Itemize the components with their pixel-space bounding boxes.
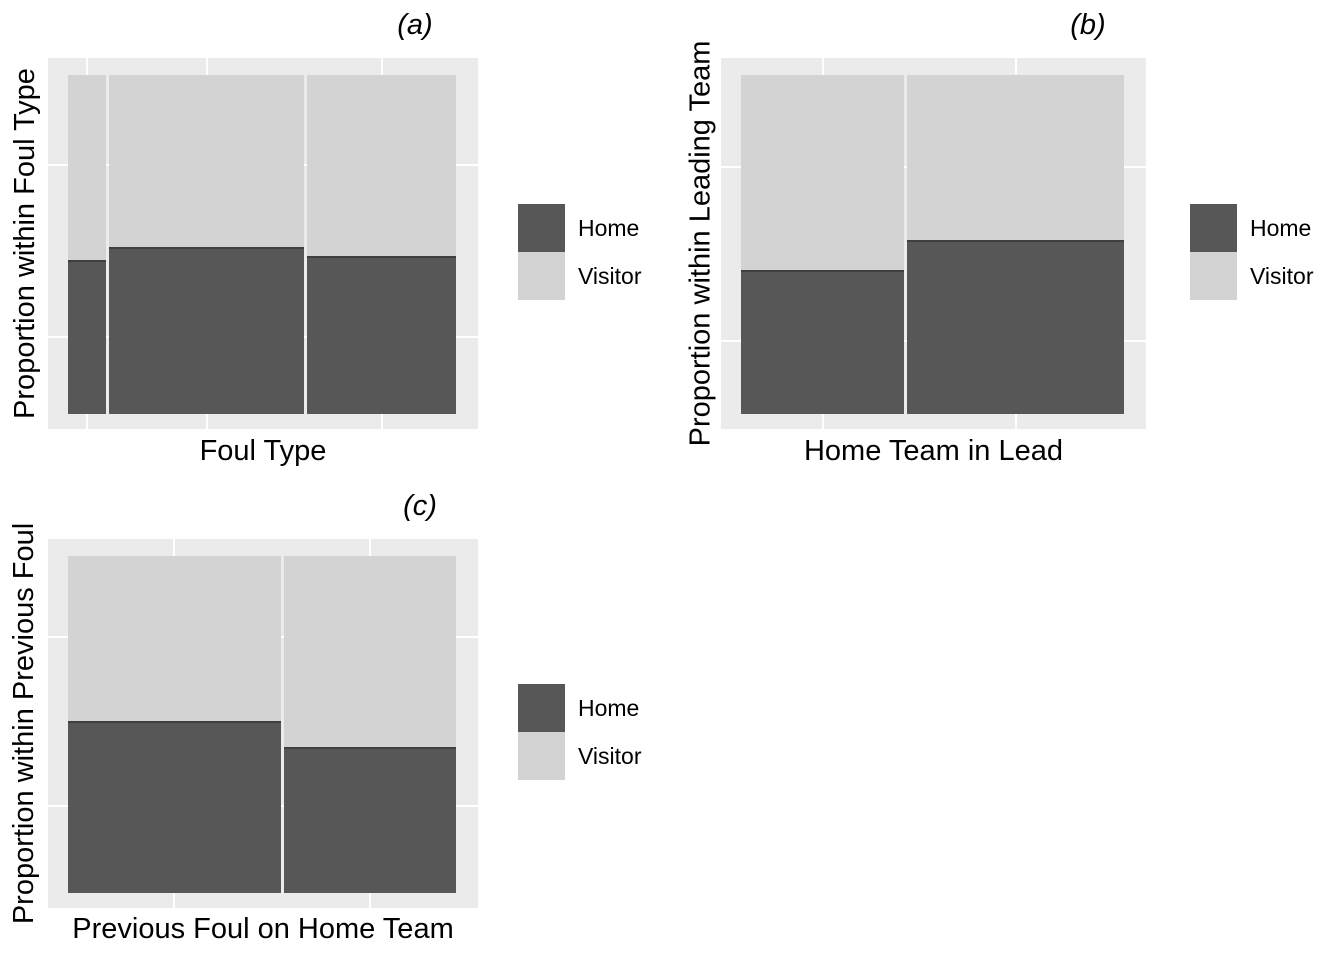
figure-a-legend: Home Visitor xyxy=(518,204,642,300)
mosaic-segment-home xyxy=(907,240,1124,414)
legend-row-visitor: Visitor xyxy=(518,732,642,780)
mosaic-column xyxy=(307,75,456,414)
legend-row-visitor: Visitor xyxy=(1190,252,1314,300)
mosaic-segment-home xyxy=(741,269,905,414)
figure-b-plot-area xyxy=(721,58,1146,429)
figure-c-title: (c) xyxy=(403,490,437,522)
mosaic-column xyxy=(907,75,1124,414)
legend-swatch-home xyxy=(518,684,565,732)
mosaic-column xyxy=(68,75,107,414)
mosaic-segment-home xyxy=(68,260,107,414)
figure-c-plot-area xyxy=(48,539,478,908)
legend-swatch-home xyxy=(1190,204,1237,252)
figure-c-x-axis-title: Previous Foul on Home Team xyxy=(72,913,454,945)
legend-swatch-visitor xyxy=(518,252,565,300)
legend-label-visitor: Visitor xyxy=(578,262,642,289)
figure-a-x-axis-title: Foul Type xyxy=(199,435,327,467)
legend-swatch-home xyxy=(518,204,565,252)
mosaic-segment-visitor xyxy=(68,75,107,261)
mosaic-segment-visitor xyxy=(741,75,905,270)
figure-b-x-axis-title: Home Team in Lead xyxy=(803,435,1063,467)
figure-b-y-axis-title: Proportion within Leading Team xyxy=(684,40,717,447)
figure-a-y-axis-title: Proportion within Foul Type xyxy=(8,68,41,419)
mosaic-column xyxy=(283,556,456,893)
legend-swatch-visitor xyxy=(1190,252,1237,300)
legend-swatch-visitor xyxy=(518,732,565,780)
legend-label-visitor: Visitor xyxy=(1250,262,1314,289)
mosaic-segment-visitor xyxy=(907,75,1124,241)
mosaic-segment-home xyxy=(68,721,281,893)
legend-row-home: Home xyxy=(518,204,642,252)
figure-c-legend: Home Visitor xyxy=(518,684,642,780)
figure-a-plot-area xyxy=(48,58,478,429)
legend-label-visitor: Visitor xyxy=(578,742,642,769)
legend-row-home: Home xyxy=(1190,204,1314,252)
mosaic-column xyxy=(68,556,281,893)
mosaic-column xyxy=(109,75,304,414)
mosaic-segment-home xyxy=(307,255,456,414)
figure-b-title: (b) xyxy=(1070,9,1106,41)
figure-c-y-axis-title: Proportion within Previous Foul xyxy=(8,522,41,925)
mosaic-segment-home xyxy=(283,747,456,893)
mosaic-segment-visitor xyxy=(68,556,281,722)
legend-row-home: Home xyxy=(518,684,642,732)
mosaic-segment-visitor xyxy=(283,556,456,748)
mosaic-column xyxy=(741,75,905,414)
legend-label-home: Home xyxy=(578,694,640,721)
legend-label-home: Home xyxy=(1250,214,1312,241)
mosaic-segment-visitor xyxy=(109,75,304,247)
figure-a-title: (a) xyxy=(397,9,433,41)
legend-row-visitor: Visitor xyxy=(518,252,642,300)
mosaic-segment-home xyxy=(109,246,304,414)
legend-label-home: Home xyxy=(578,214,640,241)
figure-b-legend: Home Visitor xyxy=(1190,204,1314,300)
mosaic-segment-visitor xyxy=(307,75,456,256)
